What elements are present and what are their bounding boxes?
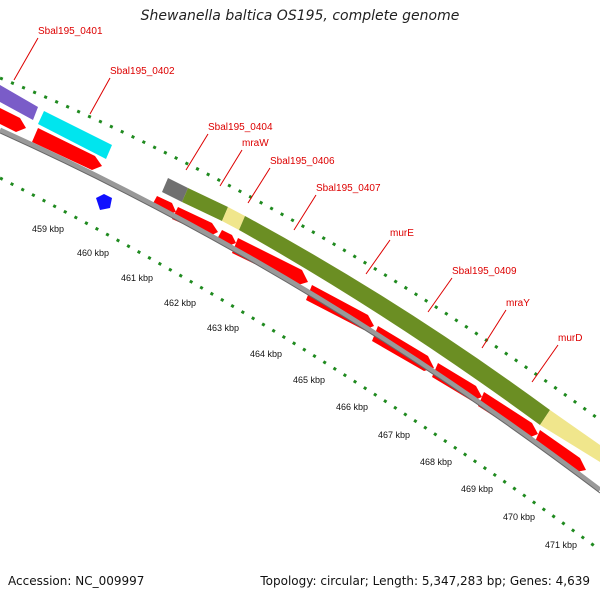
blue-marker-icon[interactable] (96, 194, 112, 210)
gene-label-sbal195-0407[interactable]: Sbal195_0407 (316, 183, 381, 194)
gene-label-leaders (13, 37, 559, 383)
gene-label-sbal195-0406[interactable]: Sbal195_0406 (270, 156, 335, 167)
gene-label-mray[interactable]: mraY (506, 298, 530, 309)
gene-label-mraw[interactable]: mraW (242, 138, 269, 149)
gene-label-sbal195-0402[interactable]: Sbal195_0402 (110, 66, 175, 77)
cds-arrow[interactable] (534, 430, 586, 472)
gene-labels: Sbal195_0401 Sbal195_0402 Sbal195_0404 m… (38, 26, 582, 344)
scale-label: 466 kbp (336, 402, 368, 412)
gene-label-mure[interactable]: murE (390, 228, 414, 239)
cds-arrow[interactable] (478, 392, 538, 438)
inner-tick-ring (0, 176, 600, 552)
track-cyan-feature[interactable] (38, 111, 112, 159)
cds-arrow[interactable] (172, 207, 218, 236)
gene-label-sbal195-0409[interactable]: Sbal195_0409 (452, 266, 517, 277)
scale-label: 463 kbp (207, 323, 239, 333)
scale-label: 461 kbp (121, 273, 153, 283)
track-gray-feature[interactable] (162, 178, 188, 202)
scale-label: 462 kbp (164, 298, 196, 308)
cds-arrow[interactable] (306, 285, 374, 330)
scale-labels: 459 kbp 460 kbp 461 kbp 462 kbp 463 kbp … (32, 224, 577, 550)
map-title: Shewanella baltica OS195, complete genom… (140, 8, 460, 24)
scale-label: 471 kbp (545, 540, 577, 550)
cds-arrow[interactable] (432, 363, 482, 401)
scale-label: 469 kbp (461, 484, 493, 494)
track-purple-feature[interactable] (0, 85, 38, 120)
track-olive-long-feature[interactable] (239, 216, 550, 425)
gene-label-murd[interactable]: murD (558, 333, 582, 344)
cds-arrow[interactable] (232, 238, 308, 285)
gene-label-sbal195-0401[interactable]: Sbal195_0401 (38, 26, 103, 37)
scale-label: 470 kbp (503, 512, 535, 522)
scale-label: 467 kbp (378, 430, 410, 440)
genome-backbone-shadow (0, 132, 600, 494)
gene-label-sbal195-0404[interactable]: Sbal195_0404 (208, 122, 273, 133)
scale-label: 460 kbp (77, 248, 109, 258)
genome-backbone (0, 127, 600, 492)
track-khaki-feature[interactable] (222, 207, 245, 230)
cds-arrow[interactable] (32, 128, 102, 170)
cds-arrow[interactable] (0, 108, 26, 132)
scale-label: 459 kbp (32, 224, 64, 234)
scale-label: 465 kbp (293, 375, 325, 385)
track-olive-feature[interactable] (182, 188, 228, 221)
scale-label: 464 kbp (250, 349, 282, 359)
genome-summary-text: Topology: circular; Length: 5,347,283 bp… (260, 574, 590, 588)
track-khaki-end-feature[interactable] (540, 410, 600, 462)
accession-text: Accession: NC_009997 (8, 574, 145, 588)
scale-label: 468 kbp (420, 457, 452, 467)
